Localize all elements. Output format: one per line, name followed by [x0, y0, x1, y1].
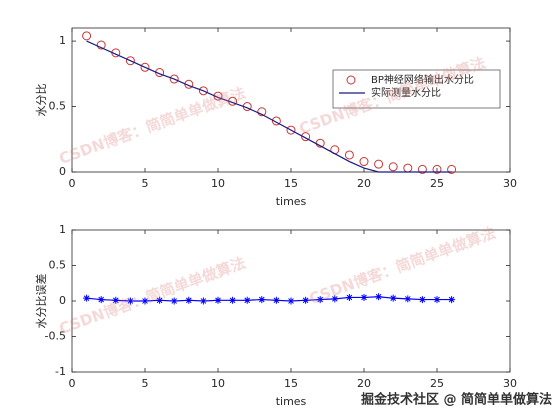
star-marker: [185, 296, 193, 304]
circle-marker: [388, 162, 398, 172]
y-tick-label: -1: [55, 365, 66, 378]
circle-marker: [374, 159, 384, 169]
x-axis-label: times: [276, 195, 307, 208]
star-marker: [360, 293, 368, 301]
star-marker: [126, 297, 134, 305]
circle-marker: [169, 74, 179, 84]
star-marker: [214, 296, 222, 304]
y-tick-label: -0.5: [45, 330, 66, 343]
star-marker: [331, 295, 339, 303]
y-tick-label: 0.5: [49, 259, 67, 272]
x-tick-label: 20: [357, 177, 371, 190]
circle-marker: [125, 56, 135, 66]
star-marker: [170, 297, 178, 305]
star-marker: [418, 296, 426, 304]
y-tick-label: 0: [59, 165, 66, 178]
star-marker: [199, 297, 207, 305]
star-marker: [316, 296, 324, 304]
x-tick-label: 30: [503, 377, 517, 390]
star-marker: [229, 296, 237, 304]
legend-swatch: [346, 75, 356, 85]
circle-marker: [432, 164, 442, 174]
circle-marker: [82, 31, 92, 41]
star-marker: [345, 293, 353, 301]
y-tick-label: 1: [59, 34, 66, 47]
x-tick-label: 25: [430, 377, 444, 390]
circle-marker: [96, 40, 106, 50]
circle-marker: [257, 107, 267, 117]
star-marker: [97, 296, 105, 304]
circle-marker: [344, 150, 354, 160]
circle-marker: [198, 86, 208, 96]
star-marker: [404, 295, 412, 303]
circle-marker: [140, 62, 150, 72]
x-axis-label: times: [276, 395, 307, 408]
star-marker: [141, 297, 149, 305]
x-tick-label: 15: [284, 177, 298, 190]
legend-label: BP神经网络输出水分比: [371, 73, 474, 86]
star-marker: [375, 293, 383, 301]
y-tick-label: 1: [59, 223, 66, 236]
star-marker: [272, 296, 280, 304]
circle-marker: [301, 132, 311, 142]
circle-marker: [359, 157, 369, 167]
legend-label: 实际测量水分比: [371, 86, 441, 99]
y-tick-label: 0.5: [49, 100, 67, 113]
legend-box: [332, 69, 501, 109]
x-tick-label: 25: [430, 177, 444, 190]
circle-marker: [286, 125, 296, 135]
y-axis-label: 水分比: [35, 84, 48, 117]
star-marker: [389, 294, 397, 302]
star-marker: [258, 296, 266, 304]
circle-marker: [271, 116, 281, 126]
star-marker: [112, 296, 120, 304]
x-tick-label: 0: [69, 177, 76, 190]
x-tick-label: 0: [69, 377, 76, 390]
circle-marker: [417, 164, 427, 174]
star-marker: [448, 296, 456, 304]
y-axis-label: 水分比误差: [34, 274, 48, 329]
x-tick-label: 10: [211, 177, 225, 190]
footer-text: 掘金技术社区 @ 简简单单做算法: [361, 392, 552, 408]
y-tick-label: 0: [59, 294, 66, 307]
x-tick-label: 5: [142, 377, 149, 390]
x-tick-label: 30: [503, 177, 517, 190]
circle-marker: [447, 164, 457, 174]
x-tick-label: 5: [142, 177, 149, 190]
star-marker: [302, 296, 310, 304]
series-line: [86, 40, 452, 173]
star-marker: [243, 296, 251, 304]
x-tick-label: 15: [284, 377, 298, 390]
star-marker: [287, 297, 295, 305]
x-tick-label: 10: [211, 377, 225, 390]
star-marker: [156, 296, 164, 304]
star-marker: [433, 296, 441, 304]
star-marker: [83, 294, 91, 302]
x-tick-label: 20: [357, 377, 371, 390]
